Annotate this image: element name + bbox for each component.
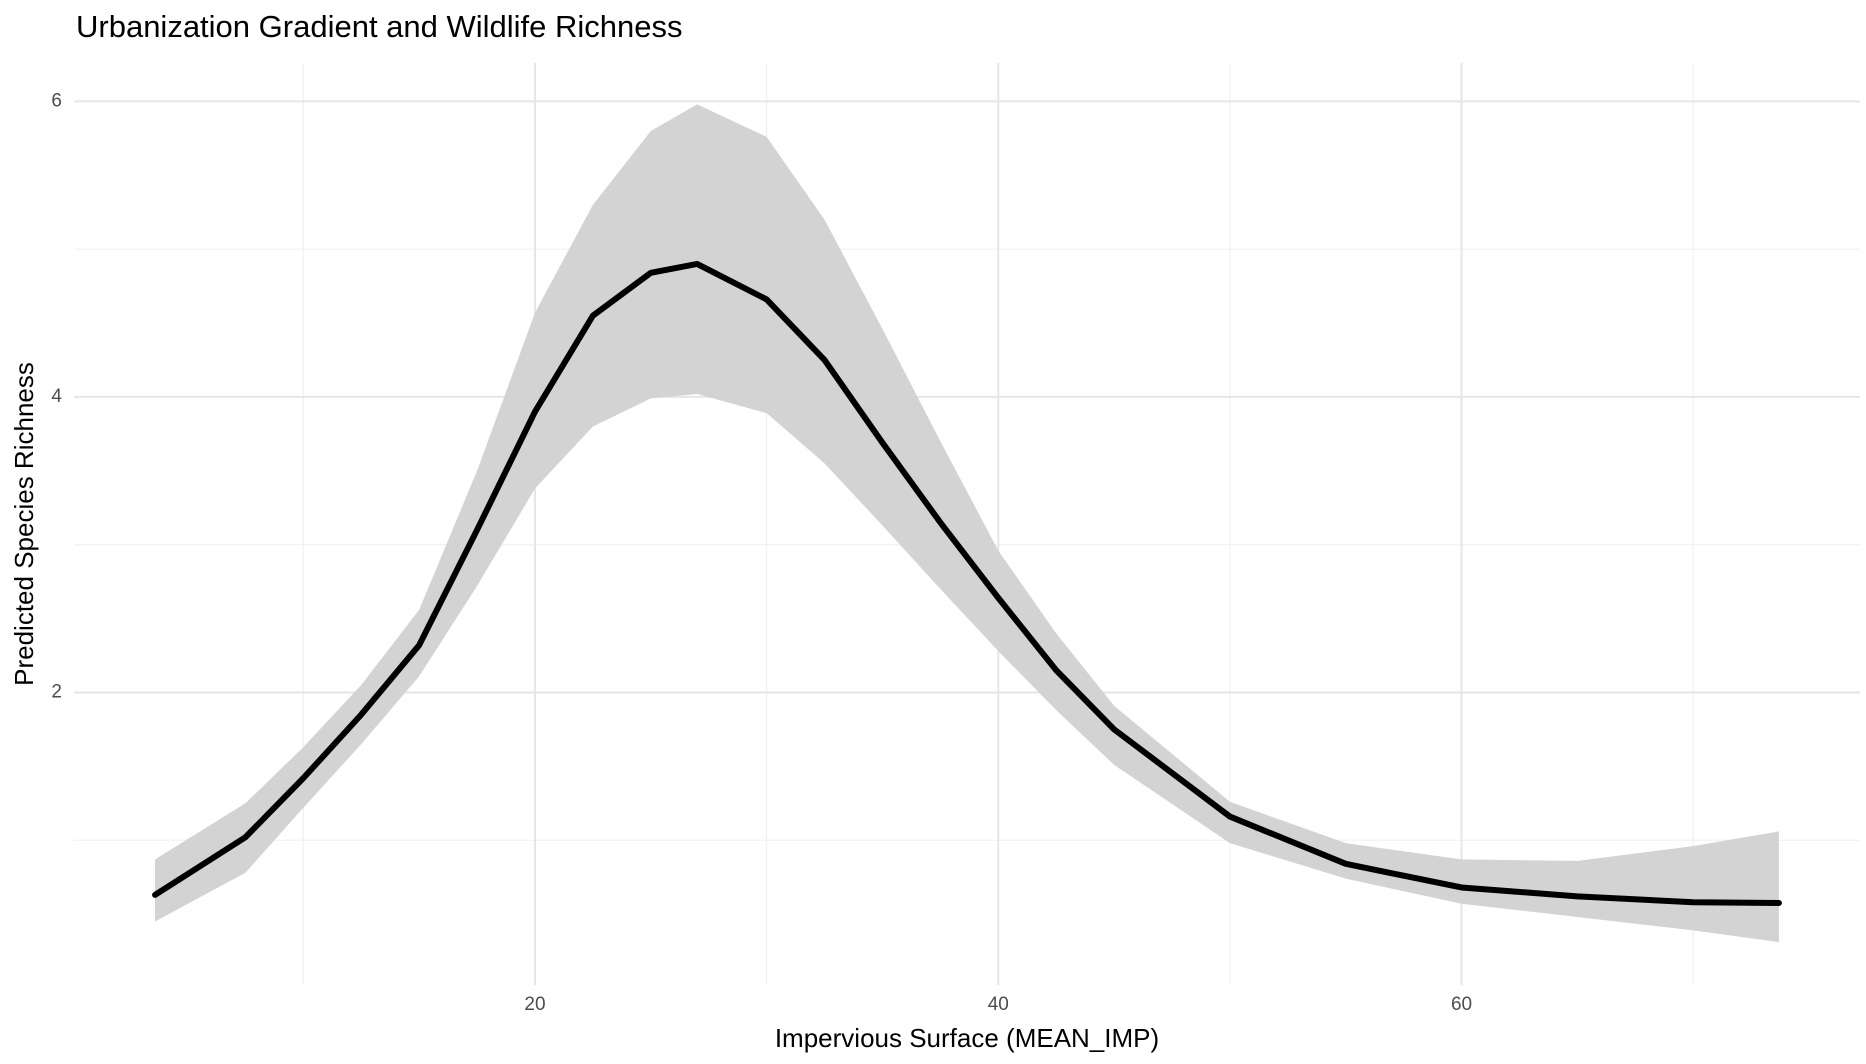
- chart-title: Urbanization Gradient and Wildlife Richn…: [76, 9, 683, 44]
- x-axis-title: Impervious Surface (MEAN_IMP): [775, 1023, 1159, 1053]
- confidence-band: [155, 104, 1779, 943]
- y-axis-title: Predicted Species Richness: [9, 362, 39, 686]
- x-tick-label: 60: [1451, 994, 1472, 1015]
- x-tick-label: 40: [988, 994, 1009, 1015]
- y-tick-label: 6: [51, 90, 62, 111]
- x-tick-label: 20: [524, 994, 545, 1015]
- y-tick-label: 4: [51, 386, 62, 407]
- line: [152, 260, 1782, 906]
- y-tick-label: 2: [51, 681, 62, 702]
